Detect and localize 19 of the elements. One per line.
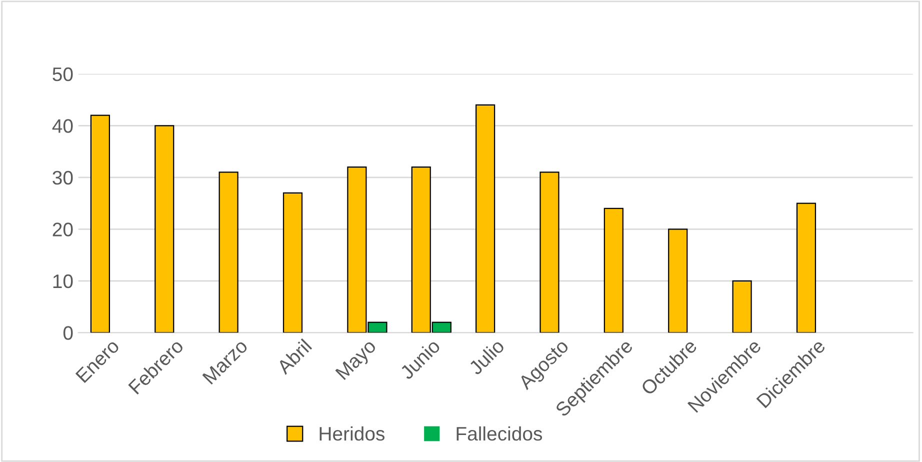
bar xyxy=(90,114,110,333)
bar xyxy=(154,125,174,333)
bar xyxy=(732,280,752,333)
bar xyxy=(668,228,688,333)
y-tick-label: 50 xyxy=(52,67,73,82)
bar xyxy=(540,172,560,333)
bar xyxy=(604,208,624,333)
y-tick-label: 0 xyxy=(63,326,73,340)
y-tick-label: 20 xyxy=(52,222,73,236)
legend-label: Heridos xyxy=(320,426,384,441)
legend-label: Fallecidos xyxy=(456,426,542,441)
bar xyxy=(282,192,303,333)
x-tick-label: Julio xyxy=(468,338,506,376)
bar xyxy=(796,202,816,333)
y-tick-label: 30 xyxy=(52,170,73,185)
bar xyxy=(476,104,496,333)
y-tick-label: 10 xyxy=(53,274,73,288)
bar xyxy=(218,172,238,333)
y-tick-label: 40 xyxy=(52,119,73,133)
